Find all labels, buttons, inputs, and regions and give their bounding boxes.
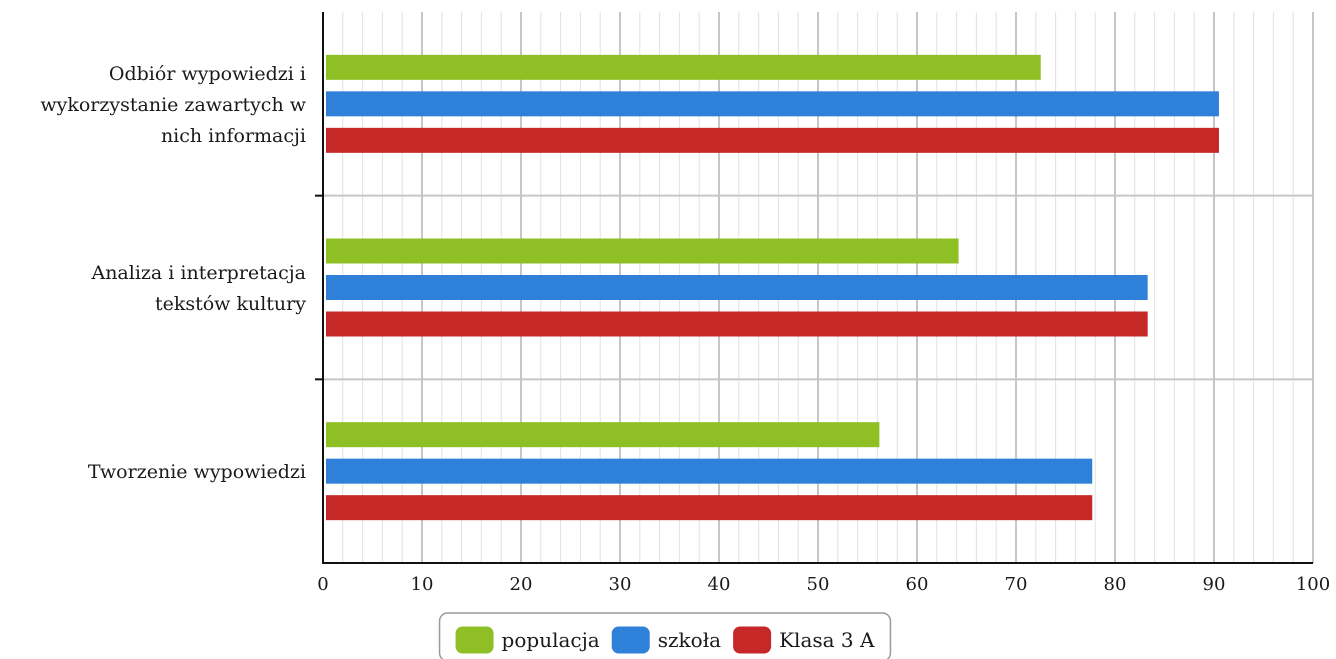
bar-populacja-1 bbox=[326, 238, 959, 264]
x-tick-label: 10 bbox=[411, 574, 434, 595]
bar-klasa-3-a-2 bbox=[326, 495, 1093, 521]
x-tick-label: 80 bbox=[1104, 574, 1127, 595]
x-tick-label: 50 bbox=[807, 574, 830, 595]
x-tick-label: 40 bbox=[708, 574, 731, 595]
legend-swatch bbox=[733, 626, 772, 654]
legend-label: Klasa 3 A bbox=[779, 628, 875, 652]
bar-szkoła-2 bbox=[326, 458, 1093, 484]
category-label: Tworzenie wypowiedzi bbox=[88, 461, 306, 483]
legend-swatch bbox=[455, 626, 494, 654]
bar-klasa-3-a-0 bbox=[326, 127, 1219, 153]
legend: populacja szkoła Klasa 3 A bbox=[438, 612, 892, 659]
bar-szkoła-0 bbox=[326, 91, 1219, 117]
axes bbox=[315, 12, 1313, 564]
bar-szkoła-1 bbox=[326, 275, 1148, 300]
bar-populacja-0 bbox=[326, 54, 1041, 80]
category-label: Odbiór wypowiedzi i wykorzystanie zawarty… bbox=[40, 63, 306, 147]
x-tick-label: 90 bbox=[1203, 574, 1226, 595]
x-tick-label: 70 bbox=[1005, 574, 1028, 595]
bars bbox=[326, 54, 1219, 521]
x-tick-label: 30 bbox=[609, 574, 632, 595]
legend-label: populacja bbox=[502, 628, 600, 652]
x-tick-label: 100 bbox=[1296, 574, 1330, 595]
x-tick-label: 60 bbox=[906, 574, 929, 595]
legend-swatch bbox=[611, 626, 650, 654]
category-label: Analiza i interpretacja tekstów kultury bbox=[90, 262, 306, 315]
tick-labels: 0 10 20 30 40 50 60 70 80 90 100 bbox=[317, 574, 1330, 595]
category-labels: Odbiór wypowiedzi i wykorzystanie zawarty… bbox=[40, 63, 306, 483]
x-tick-label: 20 bbox=[510, 574, 533, 595]
bar-klasa-3-a-1 bbox=[326, 311, 1148, 337]
legend-label: szkoła bbox=[658, 628, 721, 652]
x-tick-label: 0 bbox=[317, 574, 328, 595]
legend-box bbox=[438, 612, 892, 659]
bar-populacja-2 bbox=[326, 422, 880, 448]
